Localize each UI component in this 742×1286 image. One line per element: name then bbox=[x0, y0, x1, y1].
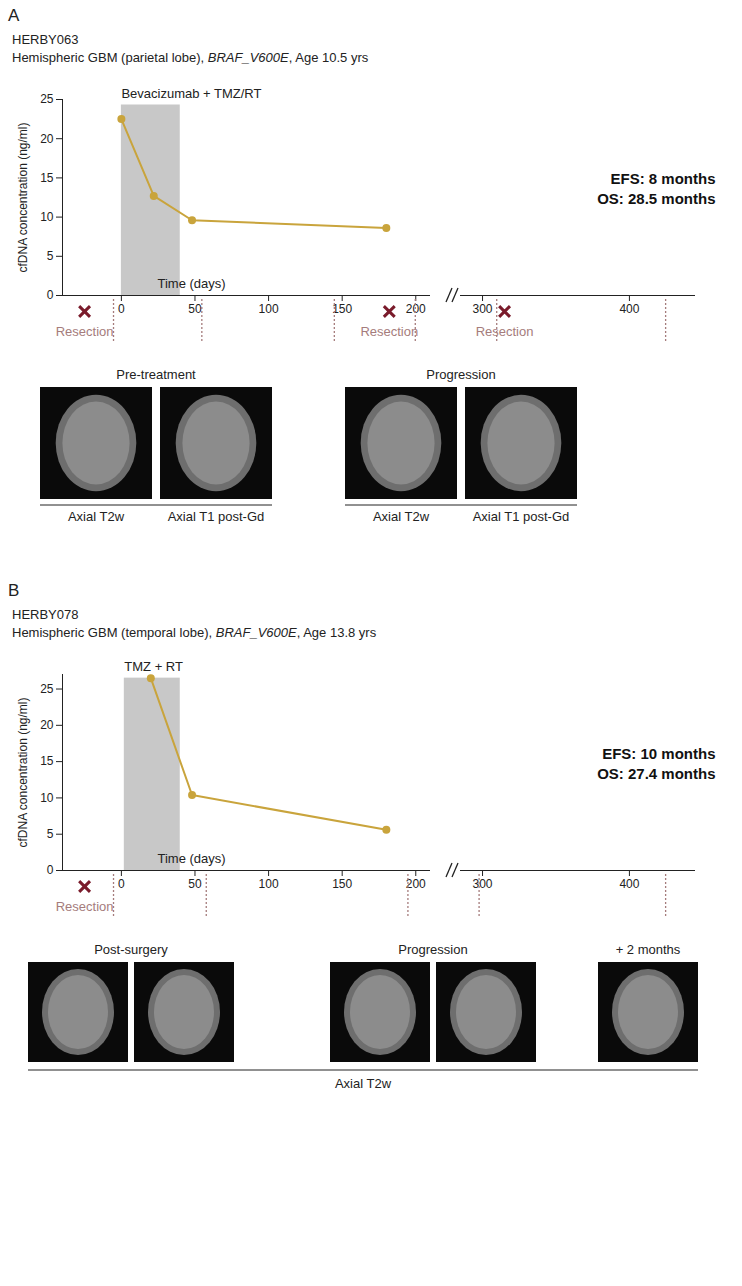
svg-text:150: 150 bbox=[332, 302, 352, 316]
html-text:HERBY078: HERBY078 bbox=[12, 607, 79, 622]
html-text:Hemispheric GBM (temporal lobe: Hemispheric GBM (temporal lobe), BRAF_V6… bbox=[12, 625, 377, 640]
html-text:HERBY063: HERBY063 bbox=[12, 32, 79, 47]
svg-text:10: 10 bbox=[40, 210, 54, 224]
svg-text:20: 20 bbox=[40, 132, 54, 146]
svg-text:0: 0 bbox=[118, 877, 125, 891]
svg-text:Time (days): Time (days) bbox=[158, 276, 226, 291]
svg-text:0: 0 bbox=[47, 863, 54, 877]
svg-text:50: 50 bbox=[188, 302, 202, 316]
svg-text:25: 25 bbox=[40, 92, 54, 106]
svg-text:5: 5 bbox=[47, 827, 54, 841]
svg-text:Axial T2w: Axial T2w bbox=[335, 1076, 392, 1091]
svg-text:cfDNA concentration (ng/ml): cfDNA concentration (ng/ml) bbox=[16, 122, 30, 272]
svg-text:200: 200 bbox=[406, 302, 426, 316]
svg-text:cfDNA concentration (ng/ml): cfDNA concentration (ng/ml) bbox=[16, 697, 30, 847]
svg-text:Pre-treatment: Pre-treatment bbox=[116, 367, 196, 382]
svg-text:300: 300 bbox=[473, 877, 493, 891]
svg-text:EFS: 10 monthsOS: 27.4 months: EFS: 10 monthsOS: 27.4 months bbox=[597, 745, 715, 782]
svg-text:15: 15 bbox=[40, 754, 54, 768]
svg-text:Post-surgery: Post-surgery bbox=[94, 942, 168, 957]
svg-text:100: 100 bbox=[259, 877, 279, 891]
html-text:A: A bbox=[8, 6, 20, 25]
html-text:B: B bbox=[8, 581, 20, 600]
svg-text:Resection: Resection bbox=[56, 324, 114, 339]
svg-text:10: 10 bbox=[40, 791, 54, 805]
svg-text:25: 25 bbox=[40, 682, 54, 696]
svg-text:0: 0 bbox=[47, 288, 54, 302]
svg-text:300: 300 bbox=[473, 302, 493, 316]
svg-text:100: 100 bbox=[259, 302, 279, 316]
svg-text:Axial T2w: Axial T2w bbox=[373, 509, 430, 524]
svg-text:150: 150 bbox=[332, 877, 352, 891]
svg-text:200: 200 bbox=[406, 877, 426, 891]
svg-text:EFS: 8 monthsOS: 28.5 months: EFS: 8 monthsOS: 28.5 months bbox=[597, 170, 715, 207]
svg-text:Axial T1 post-Gd: Axial T1 post-Gd bbox=[168, 509, 265, 524]
svg-text:Resection: Resection bbox=[56, 899, 114, 914]
svg-text:Axial T2w: Axial T2w bbox=[68, 509, 125, 524]
svg-text:400: 400 bbox=[619, 877, 639, 891]
svg-text:0: 0 bbox=[118, 302, 125, 316]
svg-text:Progression: Progression bbox=[426, 367, 495, 382]
html-text:Hemispheric GBM (parietal lobe: Hemispheric GBM (parietal lobe), BRAF_V6… bbox=[12, 50, 369, 65]
svg-text:Axial T1 post-Gd: Axial T1 post-Gd bbox=[473, 509, 570, 524]
svg-text:Bevacizumab + TMZ/RT: Bevacizumab + TMZ/RT bbox=[121, 86, 261, 101]
svg-text:20: 20 bbox=[40, 718, 54, 732]
svg-text:5: 5 bbox=[47, 249, 54, 263]
svg-text:50: 50 bbox=[188, 877, 202, 891]
svg-text:Resection: Resection bbox=[476, 324, 534, 339]
svg-text:Resection: Resection bbox=[360, 324, 418, 339]
svg-text:TMZ + RT: TMZ + RT bbox=[124, 659, 183, 674]
svg-text:400: 400 bbox=[619, 302, 639, 316]
svg-text:15: 15 bbox=[40, 171, 54, 185]
svg-text:Time (days): Time (days) bbox=[158, 851, 226, 866]
svg-text:Progression: Progression bbox=[398, 942, 467, 957]
svg-text:+ 2 months: + 2 months bbox=[616, 942, 681, 957]
